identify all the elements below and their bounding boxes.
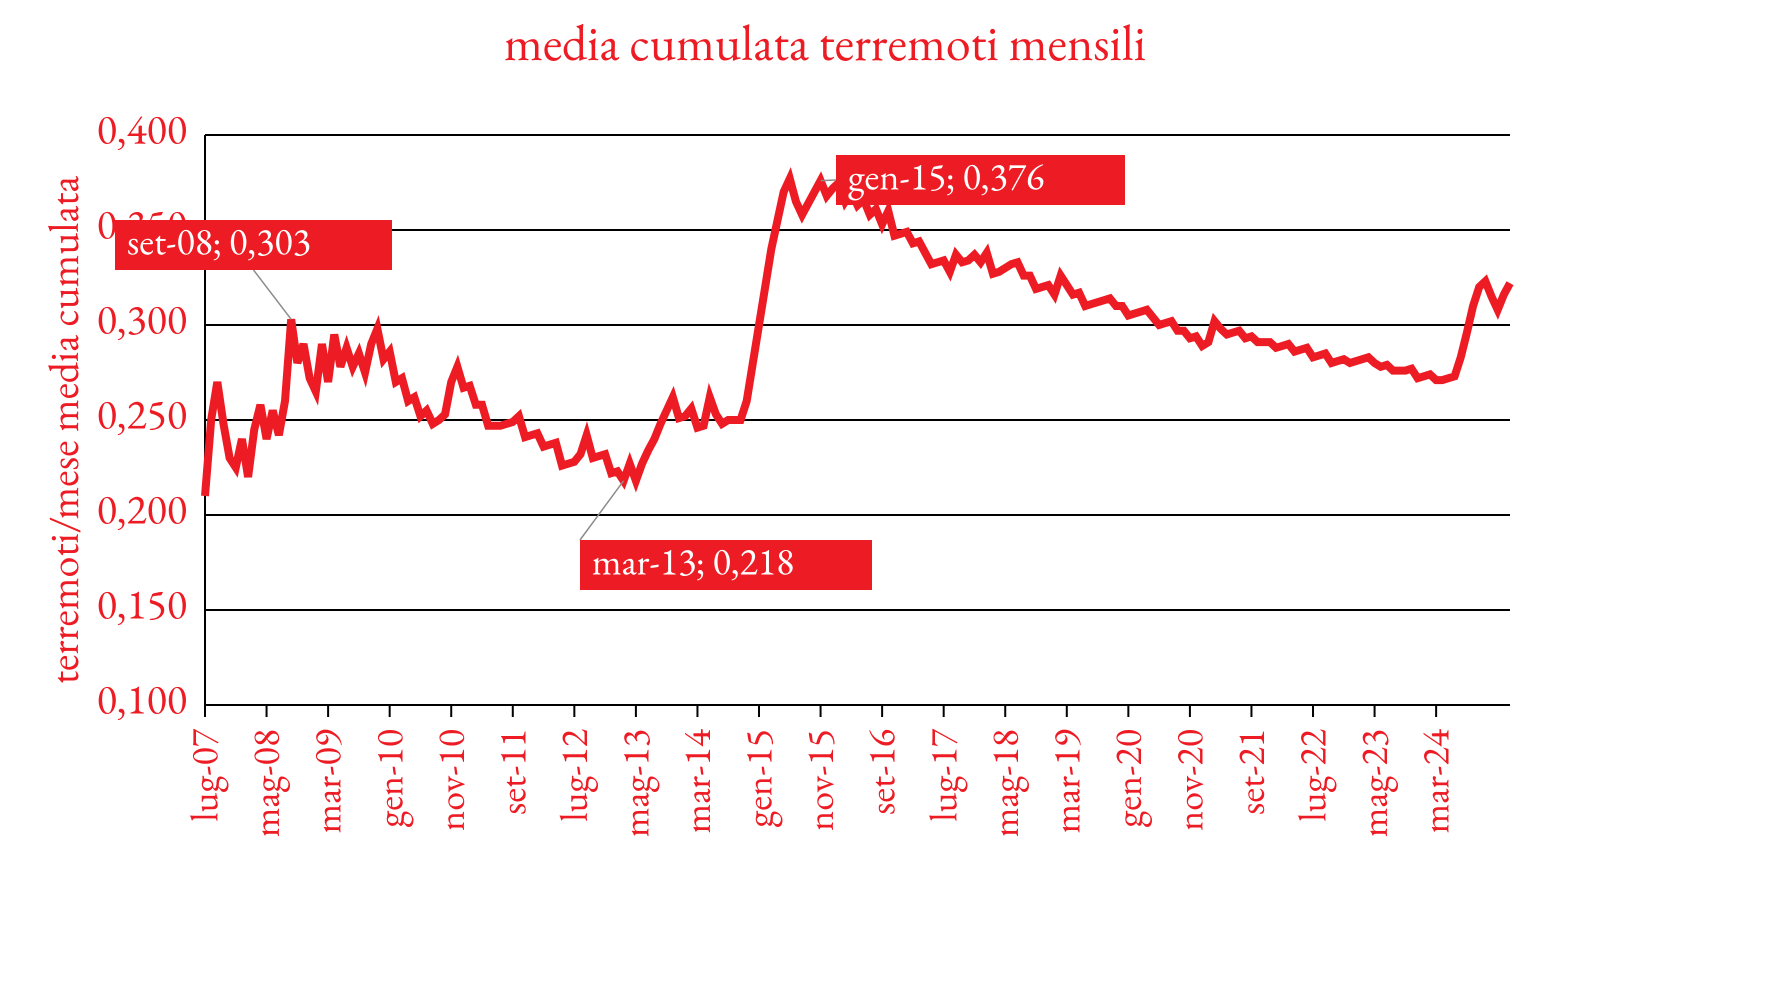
x-tick-label: mar-14 [673,728,722,833]
x-tick-label: gen-15 [735,729,784,827]
y-tick-label: 0,250 [97,386,187,441]
y-tick-label: 0,100 [97,671,187,726]
callout-label: mar-13; 0,218 [592,538,794,587]
x-tick-label: mag-08 [242,729,291,837]
x-tick-label: mag-18 [981,729,1030,837]
x-tick-label: set-11 [488,729,537,815]
x-tick-label: lug-12 [550,729,599,822]
x-tick-label: nov-20 [1165,729,1214,831]
x-tick-label: set-21 [1227,729,1276,815]
x-tick-label: mag-23 [1350,729,1399,837]
x-tick-label: gen-10 [365,729,414,827]
callout-leader [254,270,292,319]
y-tick-label: 0,200 [97,481,187,536]
y-axis-label: terremoti/mese media cumulata [36,176,91,685]
y-tick-label: 0,400 [97,101,187,156]
y-tick-label: 0,300 [97,291,187,346]
x-tick-label: nov-15 [796,729,845,831]
x-tick-label: mar-19 [1042,729,1091,833]
y-tick-label: 0,150 [97,576,187,631]
x-tick-label: lug-07 [181,728,230,821]
x-tick-label: mag-13 [611,729,660,837]
data-series-line [205,179,1510,496]
callout-label: gen-15; 0,376 [848,153,1044,202]
callout-leader [580,481,624,540]
x-tick-label: lug-22 [1289,729,1338,822]
x-tick-label: lug-17 [919,728,968,821]
x-tick-label: set-16 [858,729,907,815]
x-tick-label: mar-24 [1412,728,1461,833]
x-tick-label: gen-20 [1104,729,1153,827]
chart-container: { "chart": { "type": "line", "title": "m… [0,0,1787,989]
line-chart: media cumulata terremoti mensili 0,100 0,1… [0,0,1530,840]
callout-leader [821,180,836,181]
callout-label: set-08; 0,303 [127,218,311,267]
x-tick-label: nov-10 [427,729,476,831]
x-tick-label: mar-09 [304,729,353,833]
chart-title: media cumulata terremoti mensili [504,10,1146,75]
